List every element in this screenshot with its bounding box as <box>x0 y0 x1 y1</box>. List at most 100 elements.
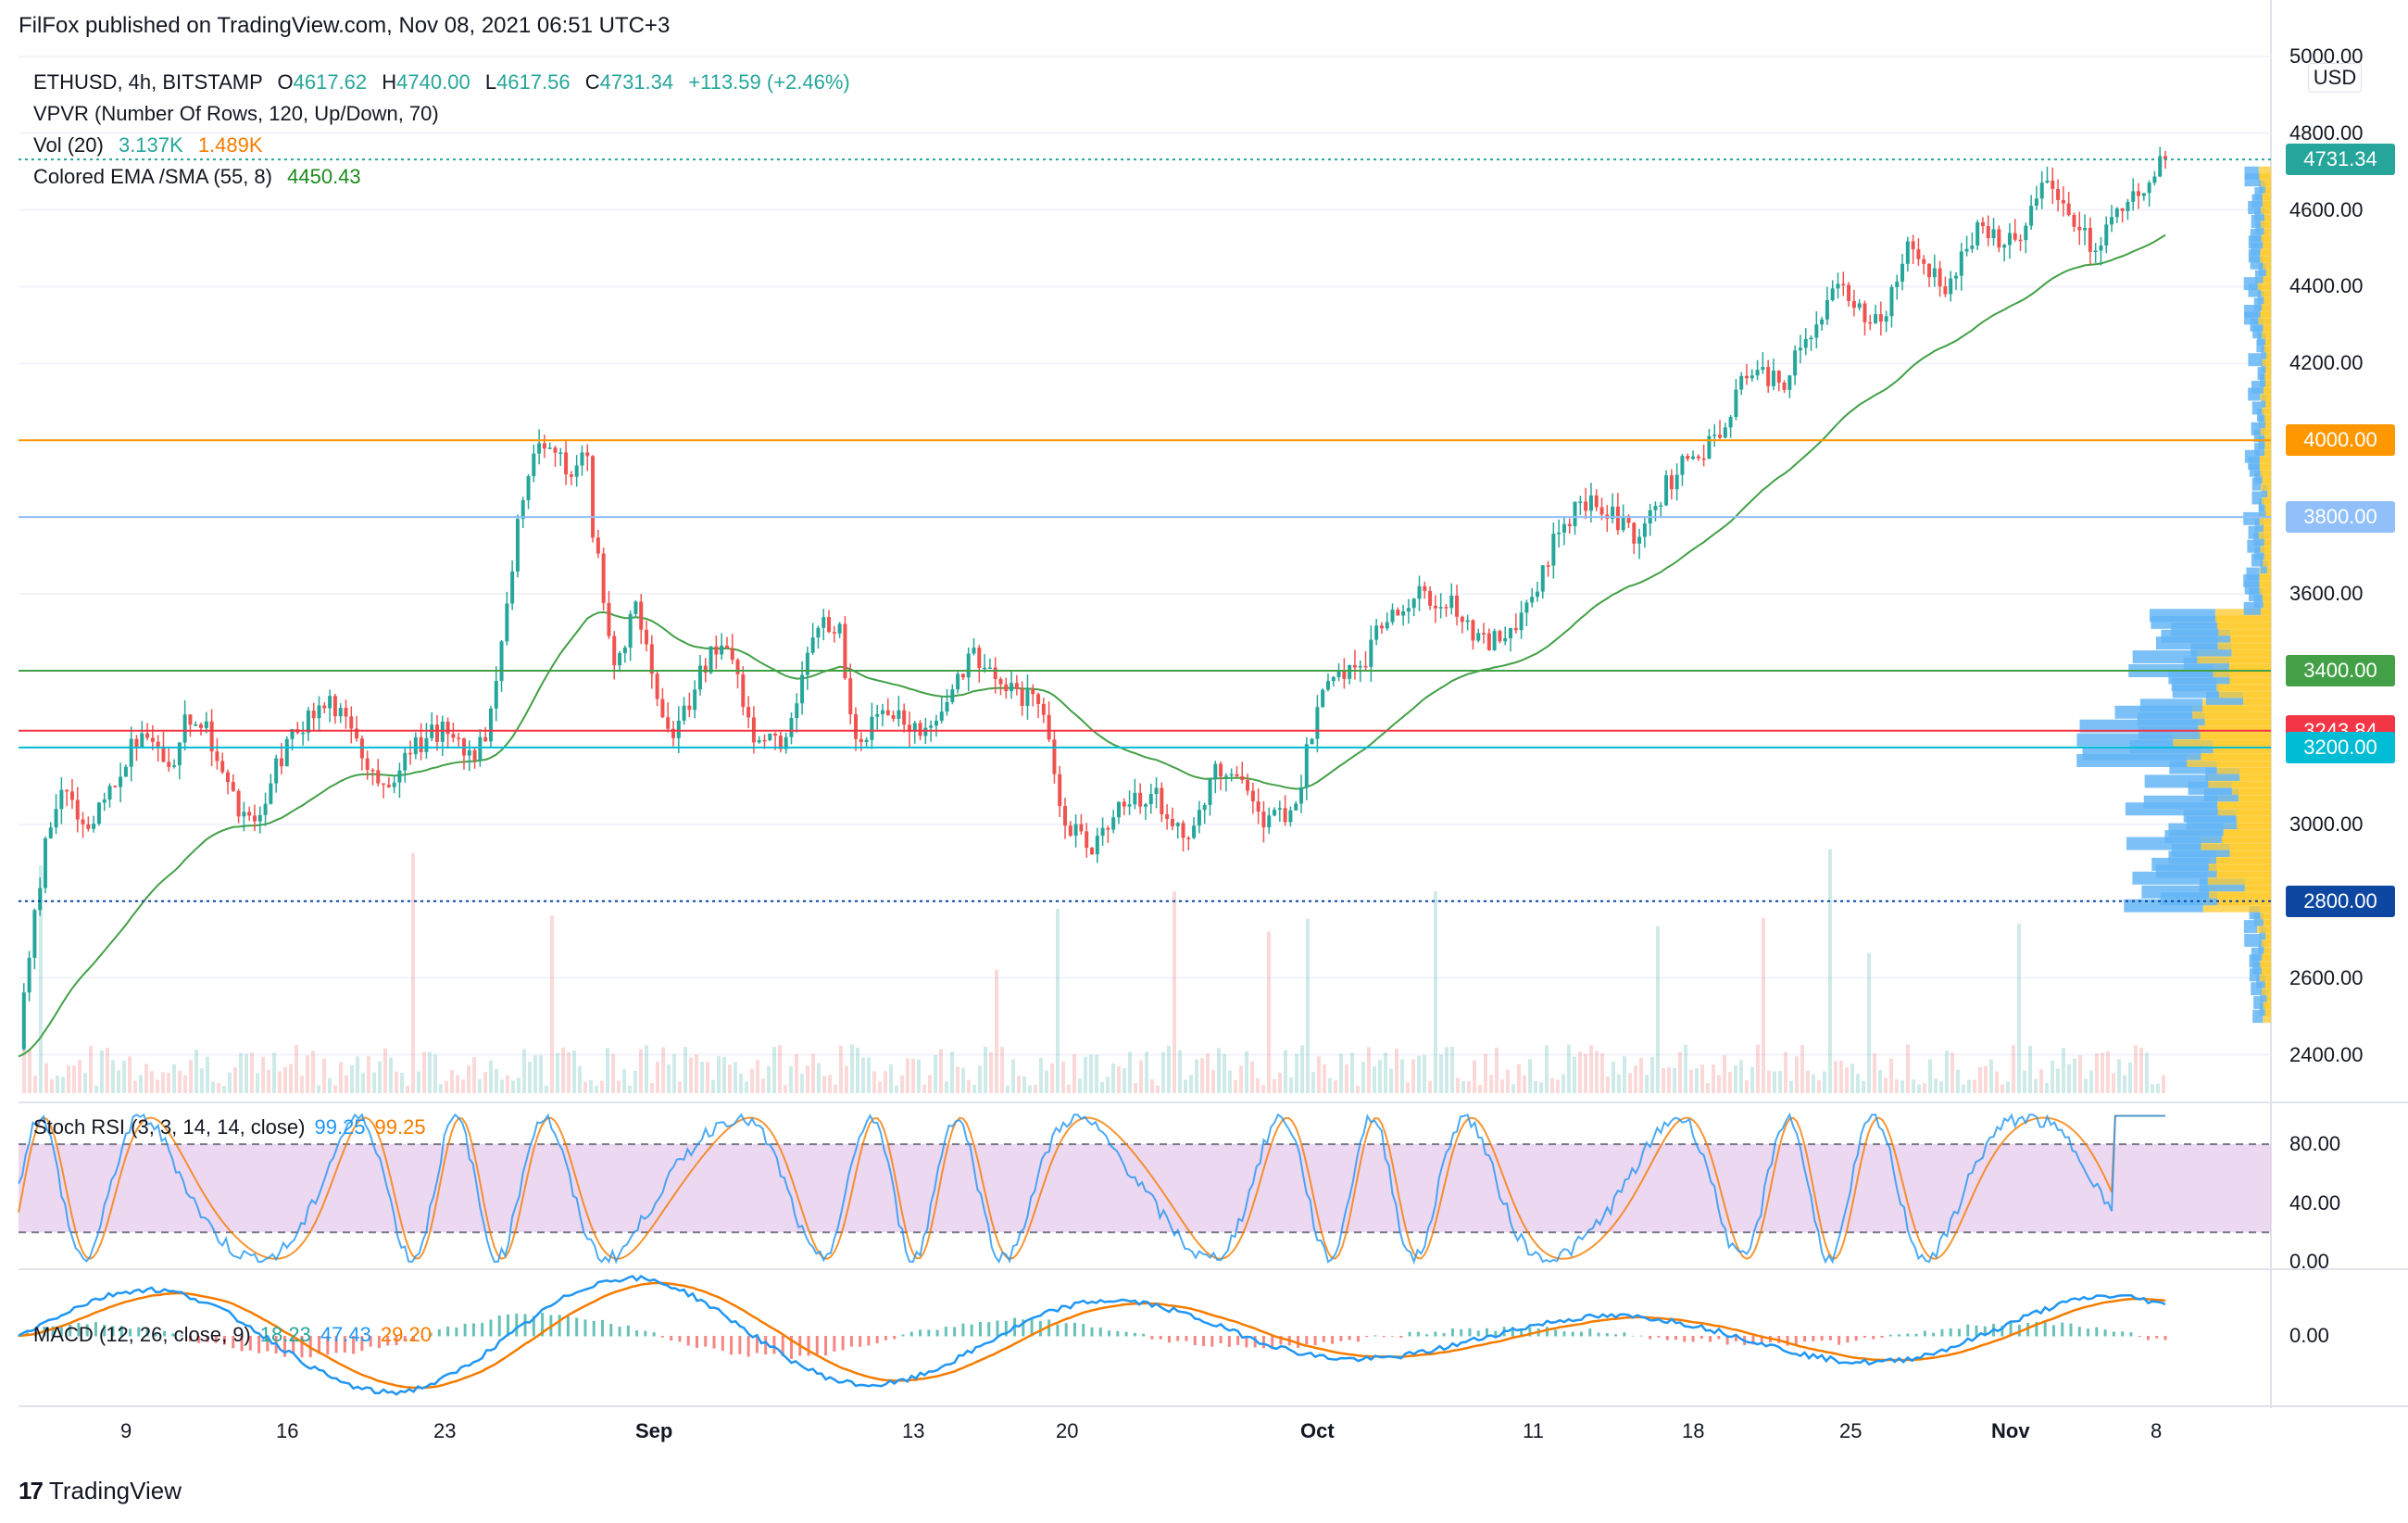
stoch-rsi-label[interactable]: Stoch RSI (3, 3, 14, 14, close) <box>33 1115 306 1139</box>
candle-body <box>1519 612 1524 631</box>
volume-bar <box>1211 1069 1215 1093</box>
vpvr-bar-up <box>2254 519 2264 533</box>
volume-bar <box>2034 1078 2038 1093</box>
macd-histogram-bar <box>755 1336 759 1353</box>
vol-label[interactable]: Vol (20) <box>33 133 104 157</box>
volume-bar <box>400 1072 404 1093</box>
volume-bar <box>745 1081 748 1093</box>
symbol-label[interactable]: ETHUSD, 4h, BITSTAMP <box>33 70 263 94</box>
tradingview-logo[interactable]: 17 TradingView <box>19 1477 182 1505</box>
candle-body <box>956 673 960 690</box>
macd-histogram-bar <box>2163 1336 2167 1340</box>
candle-body <box>419 736 423 752</box>
macd-histogram-bar <box>2155 1336 2159 1339</box>
volume-bar <box>2078 1055 2082 1093</box>
candle-body <box>1862 303 1867 322</box>
vpvr-bar-down <box>2260 242 2271 256</box>
stoch-rsi-legend: Stoch RSI (3, 3, 14, 14, close) 99.25 99.2… <box>33 1115 426 1139</box>
vpvr-bar-up <box>2251 982 2262 996</box>
vpvr-bar-down <box>2258 166 2271 180</box>
candle-body <box>209 721 214 752</box>
candle-body <box>907 724 911 733</box>
candle-body <box>789 718 794 737</box>
volume-bar <box>1373 1065 1376 1093</box>
vpvr-bar-up <box>2248 353 2263 367</box>
volume-bar <box>1917 1084 1921 1093</box>
candle-body <box>2034 198 2038 207</box>
candle-body <box>284 738 289 767</box>
vpvr-bar-up <box>2244 934 2262 948</box>
volume-bar <box>1278 1072 1282 1093</box>
candle-body <box>1734 389 1738 418</box>
macd-histogram-bar <box>1614 1334 1618 1337</box>
candle-body <box>1949 278 1953 295</box>
macd-tick-label: 0.00 <box>2289 1324 2329 1347</box>
vpvr-bar-up <box>2143 795 2218 809</box>
close-key: C <box>584 70 600 94</box>
candle-body <box>397 770 402 783</box>
candle-body <box>1213 763 1218 780</box>
volume-bar <box>200 1068 204 1093</box>
volume-bar <box>1967 1079 1971 1093</box>
macd-histogram-bar <box>1751 1336 1755 1345</box>
vpvr-bar-down <box>2265 359 2271 373</box>
candle-body <box>897 710 901 719</box>
candle-body <box>607 602 611 636</box>
candle-body <box>1750 375 1754 379</box>
vpvr-bar-up <box>2249 954 2260 968</box>
vpvr-bar-up <box>2251 422 2261 435</box>
price-tick-label: 2400.00 <box>2289 1042 2364 1066</box>
volume-bar <box>28 1049 31 1093</box>
volume-bar <box>2028 1045 2032 1093</box>
volume-bar <box>1639 1057 1643 1093</box>
candle-body <box>2061 199 2065 204</box>
volume-bar <box>1223 1053 1226 1093</box>
candle-body <box>1599 507 1604 515</box>
volume-bar <box>856 1047 859 1093</box>
candle-body <box>1348 664 1352 679</box>
volume-bar <box>289 1064 293 1093</box>
candle-body <box>649 644 654 674</box>
volume-bar <box>556 1052 559 1093</box>
volume-bar <box>1745 1080 1749 1093</box>
volume-bar <box>1061 1061 1065 1093</box>
vpvr-bar-up <box>2251 242 2261 256</box>
vpvr-label[interactable]: VPVR (Number Of Rows, 120, Up/Down, 70) <box>33 102 439 125</box>
currency-label[interactable]: USD <box>2308 63 2362 93</box>
vpvr-bar-down <box>2263 913 2271 926</box>
stoch-d-value: 99.25 <box>374 1115 426 1139</box>
vpvr-bar-down <box>2263 194 2271 208</box>
macd-histogram-bar <box>1339 1336 1343 1341</box>
macd-legend: MACD (12, 26, close, 9) 18.23 47.43 29.20 <box>33 1323 432 1347</box>
volume-bar <box>1695 1068 1699 1093</box>
candle-body <box>48 827 53 838</box>
volume-bar <box>1206 1053 1210 1093</box>
volume-bar <box>1689 1069 1693 1093</box>
candle-body <box>1621 515 1625 531</box>
macd-histogram-bar <box>455 1327 458 1337</box>
candle-body <box>1836 283 1840 289</box>
volume-bar <box>1561 1074 1565 1093</box>
macd-label[interactable]: MACD (12, 26, close, 9) <box>33 1323 251 1346</box>
macd-histogram-bar <box>1734 1336 1737 1341</box>
volume-bar <box>1439 1054 1443 1093</box>
candle-body <box>311 711 316 719</box>
candle-body <box>2083 227 2088 231</box>
volume-bar <box>895 1085 898 1093</box>
volume-bar <box>61 1076 65 1093</box>
vpvr-bar-down <box>2264 415 2271 429</box>
candle-body <box>1932 268 1937 278</box>
candle-body <box>687 705 692 711</box>
candle-body <box>440 721 445 742</box>
volume-bar <box>795 1053 798 1093</box>
vpvr-bar-down <box>2260 463 2271 477</box>
candle-body <box>1482 633 1486 635</box>
macd-histogram-bar <box>103 1324 107 1337</box>
open-value: 4617.62 <box>293 70 368 94</box>
candle-body <box>1256 801 1260 812</box>
price-tick-label: 5000.00 <box>2289 44 2364 68</box>
volume-bar <box>2112 1073 2115 1093</box>
volume-bar <box>1767 1070 1771 1093</box>
ema-label[interactable]: Colored EMA /SMA (55, 8) <box>33 165 272 188</box>
candle-body <box>1025 688 1030 706</box>
